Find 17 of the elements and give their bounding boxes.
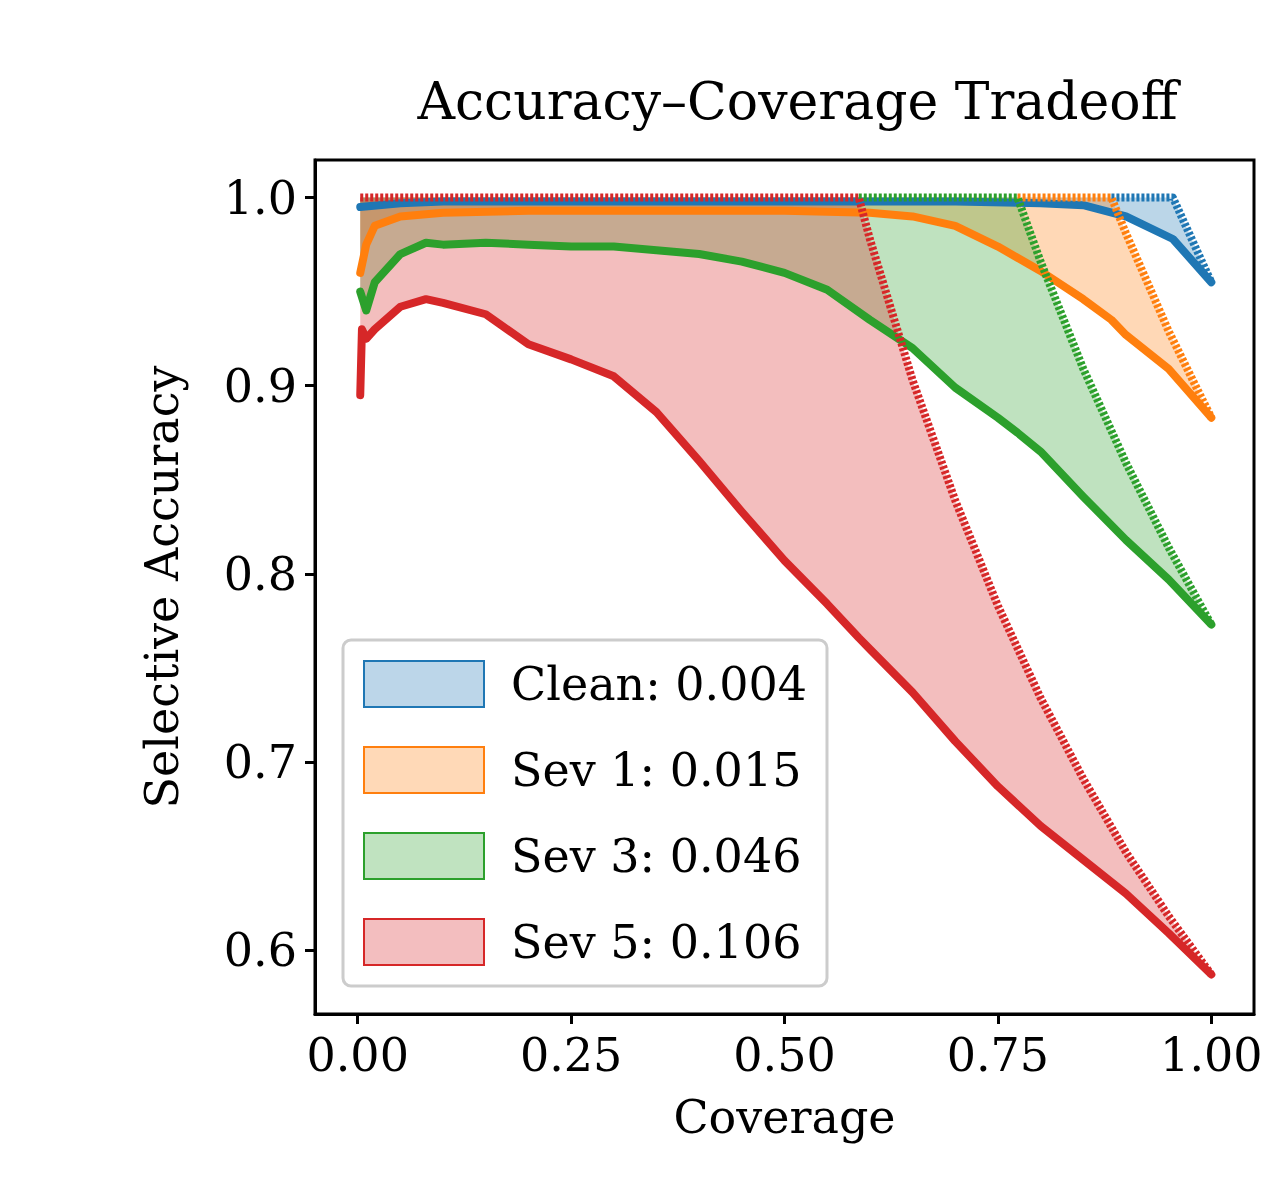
legend-label: Sev 1: 0.015 (511, 743, 802, 797)
x-tick-label: 0.50 (733, 1028, 836, 1082)
y-tick-label: 0.7 (223, 734, 297, 789)
x-tick-label: 0.00 (306, 1028, 409, 1082)
y-tick-label: 0.6 (223, 923, 297, 978)
legend-label: Sev 5: 0.106 (511, 915, 802, 969)
legend-label: Sev 3: 0.046 (511, 829, 802, 883)
legend-label: Clean: 0.004 (511, 657, 807, 711)
y-axis-title: Selective Accuracy (135, 365, 189, 809)
chart-title: Accuracy–Coverage Tradeoff (416, 71, 1182, 131)
x-tick-label: 0.75 (946, 1028, 1050, 1082)
x-tick-label: 0.25 (519, 1028, 623, 1082)
x-tick-label: 1.00 (1160, 1028, 1263, 1082)
y-tick-label: 0.8 (223, 546, 297, 601)
y-tick-label: 1.0 (223, 170, 297, 225)
y-tick-label: 0.9 (223, 358, 297, 413)
x-axis-title: Coverage (673, 1090, 896, 1144)
